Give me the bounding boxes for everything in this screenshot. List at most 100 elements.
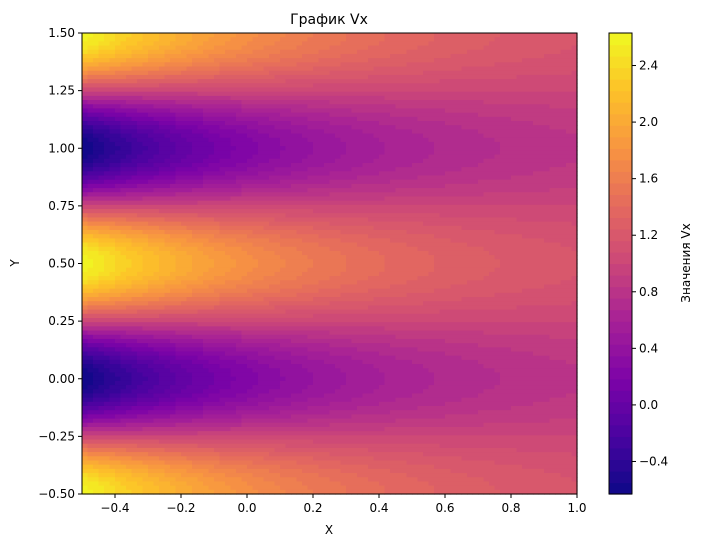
heatmap-cell: [252, 87, 259, 93]
heatmap-cell: [175, 179, 182, 185]
heatmap-cell: [236, 225, 243, 231]
heatmap-cell: [153, 229, 160, 235]
heatmap-cell: [296, 397, 303, 403]
heatmap-cell: [175, 305, 182, 311]
heatmap-cell: [142, 288, 149, 294]
heatmap-cell: [170, 108, 177, 114]
heatmap-cell: [164, 112, 171, 118]
heatmap-cell: [285, 112, 292, 118]
heatmap-cell: [269, 217, 276, 223]
heatmap-cell: [148, 305, 155, 311]
heatmap-cell: [170, 456, 177, 462]
heatmap-cell: [186, 389, 193, 395]
heatmap-cell: [291, 489, 298, 495]
heatmap-cell: [82, 62, 89, 68]
heatmap-cell: [225, 397, 232, 403]
heatmap-cell: [126, 330, 133, 336]
heatmap-cell: [142, 359, 149, 365]
heatmap-cell: [131, 435, 138, 441]
heatmap-cell: [247, 234, 254, 239]
heatmap-cell: [137, 439, 144, 445]
heatmap-cell: [115, 292, 122, 298]
heatmap-cell: [236, 41, 243, 47]
heatmap-cell: [131, 91, 138, 97]
heatmap-cell: [98, 372, 105, 378]
heatmap-cell: [197, 217, 204, 223]
heatmap-cell: [313, 108, 320, 114]
heatmap-cell: [329, 79, 336, 84]
heatmap-cell: [241, 292, 248, 298]
heatmap-cell: [137, 309, 144, 315]
heatmap-cell: [263, 317, 270, 323]
heatmap-cell: [296, 121, 303, 126]
heatmap-cell: [142, 33, 149, 38]
heatmap-cell: [131, 309, 138, 315]
heatmap-cell: [115, 217, 122, 223]
heatmap-cell: [93, 229, 100, 235]
heatmap-cell: [82, 397, 89, 403]
heatmap-cell: [291, 158, 298, 164]
heatmap-cell: [148, 37, 155, 42]
heatmap-cell: [142, 213, 149, 218]
heatmap-cell: [203, 305, 210, 311]
heatmap-cell: [236, 276, 243, 281]
heatmap-cell: [296, 284, 303, 290]
heatmap-cell: [164, 66, 171, 72]
heatmap-cell: [170, 460, 177, 466]
heatmap-cell: [302, 338, 309, 344]
heatmap-cell: [115, 255, 122, 260]
heatmap-cell: [269, 234, 276, 239]
heatmap-cell: [252, 389, 259, 395]
heatmap-cell: [263, 259, 270, 265]
heatmap-cell: [230, 41, 237, 47]
heatmap-cell: [153, 460, 160, 466]
heatmap-cell: [87, 338, 94, 344]
heatmap-cell: [104, 355, 111, 361]
heatmap-cell: [296, 376, 303, 382]
heatmap-cell: [104, 359, 111, 365]
heatmap-cell: [263, 334, 270, 340]
heatmap-cell: [197, 167, 204, 172]
heatmap-cell: [175, 108, 182, 114]
heatmap-cell: [274, 255, 281, 260]
heatmap-cell: [197, 70, 204, 76]
heatmap-cell: [241, 58, 248, 63]
heatmap-cell: [186, 431, 193, 436]
heatmap-cell: [120, 481, 127, 487]
heatmap-cell: [296, 158, 303, 164]
heatmap-cell: [225, 259, 232, 265]
heatmap-cell: [126, 372, 133, 378]
heatmap-cell: [137, 447, 144, 453]
heatmap-cell: [142, 200, 149, 206]
heatmap-cell: [219, 405, 226, 411]
heatmap-cell: [230, 242, 237, 248]
heatmap-cell: [214, 368, 221, 374]
heatmap-cell: [181, 380, 188, 386]
heatmap-cell: [131, 200, 138, 206]
heatmap-cell: [269, 95, 276, 101]
heatmap-cell: [296, 146, 303, 151]
heatmap-cell: [307, 250, 314, 256]
heatmap-cell: [131, 188, 138, 193]
heatmap-cell: [104, 263, 111, 269]
heatmap-cell: [120, 37, 127, 42]
heatmap-cell: [219, 150, 226, 156]
heatmap-cell: [192, 473, 199, 478]
heatmap-cell: [131, 146, 138, 151]
heatmap-cell: [269, 447, 276, 453]
heatmap-cell: [324, 477, 331, 483]
heatmap-cell: [214, 250, 221, 256]
heatmap-cell: [318, 473, 325, 478]
heatmap-cell: [324, 175, 331, 181]
heatmap-cell: [181, 70, 188, 76]
heatmap-cell: [175, 481, 182, 487]
heatmap-cell: [258, 414, 265, 420]
heatmap-cell: [230, 477, 237, 483]
heatmap-cell: [230, 255, 237, 260]
heatmap-cell: [120, 175, 127, 181]
heatmap-cell: [142, 49, 149, 55]
heatmap-cell: [98, 460, 105, 466]
heatmap-cell: [214, 137, 221, 143]
heatmap-cell: [82, 49, 89, 55]
heatmap-cell: [126, 351, 133, 357]
